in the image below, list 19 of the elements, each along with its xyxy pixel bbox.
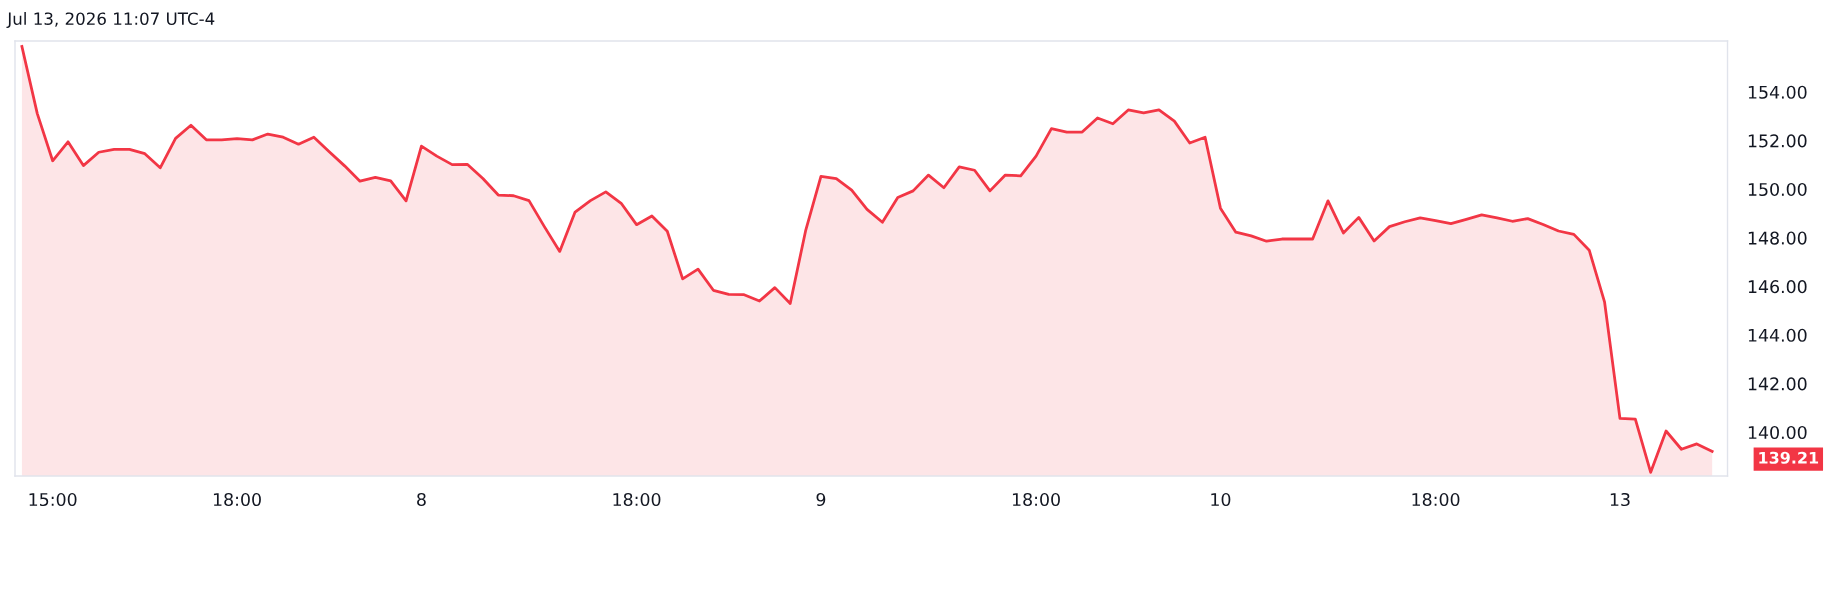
text: 139.21	[1759, 451, 1819, 464]
x-tick-label: 18:00	[213, 492, 261, 507]
x-tick-label: 18:00	[1412, 492, 1460, 507]
y-tick-label: 140.00	[1748, 425, 1807, 440]
y-tick-label: 148.00	[1748, 231, 1807, 245]
y-tick-label: 154.00	[1748, 85, 1807, 99]
text: Jul 13, 2026 11:07 UTC-4	[6, 12, 215, 29]
y-tick-label: 142.00	[1748, 377, 1807, 391]
y-tick-label: 144.00	[1748, 328, 1807, 342]
x-tick-label: 18:00	[1012, 492, 1060, 507]
y-tick-label: 150.00	[1748, 182, 1807, 197]
x-tick-label: 18:00	[613, 492, 661, 507]
x-tick-label: 8	[417, 492, 426, 507]
x-tick-label: 13	[1610, 492, 1630, 507]
x-tick-label: 15:00	[29, 492, 77, 507]
y-tick-label: 152.00	[1748, 134, 1807, 148]
y-tick-label: 146.00	[1748, 280, 1807, 294]
x-tick-label: 9	[816, 492, 826, 507]
x-tick-label: 10	[1211, 492, 1231, 507]
